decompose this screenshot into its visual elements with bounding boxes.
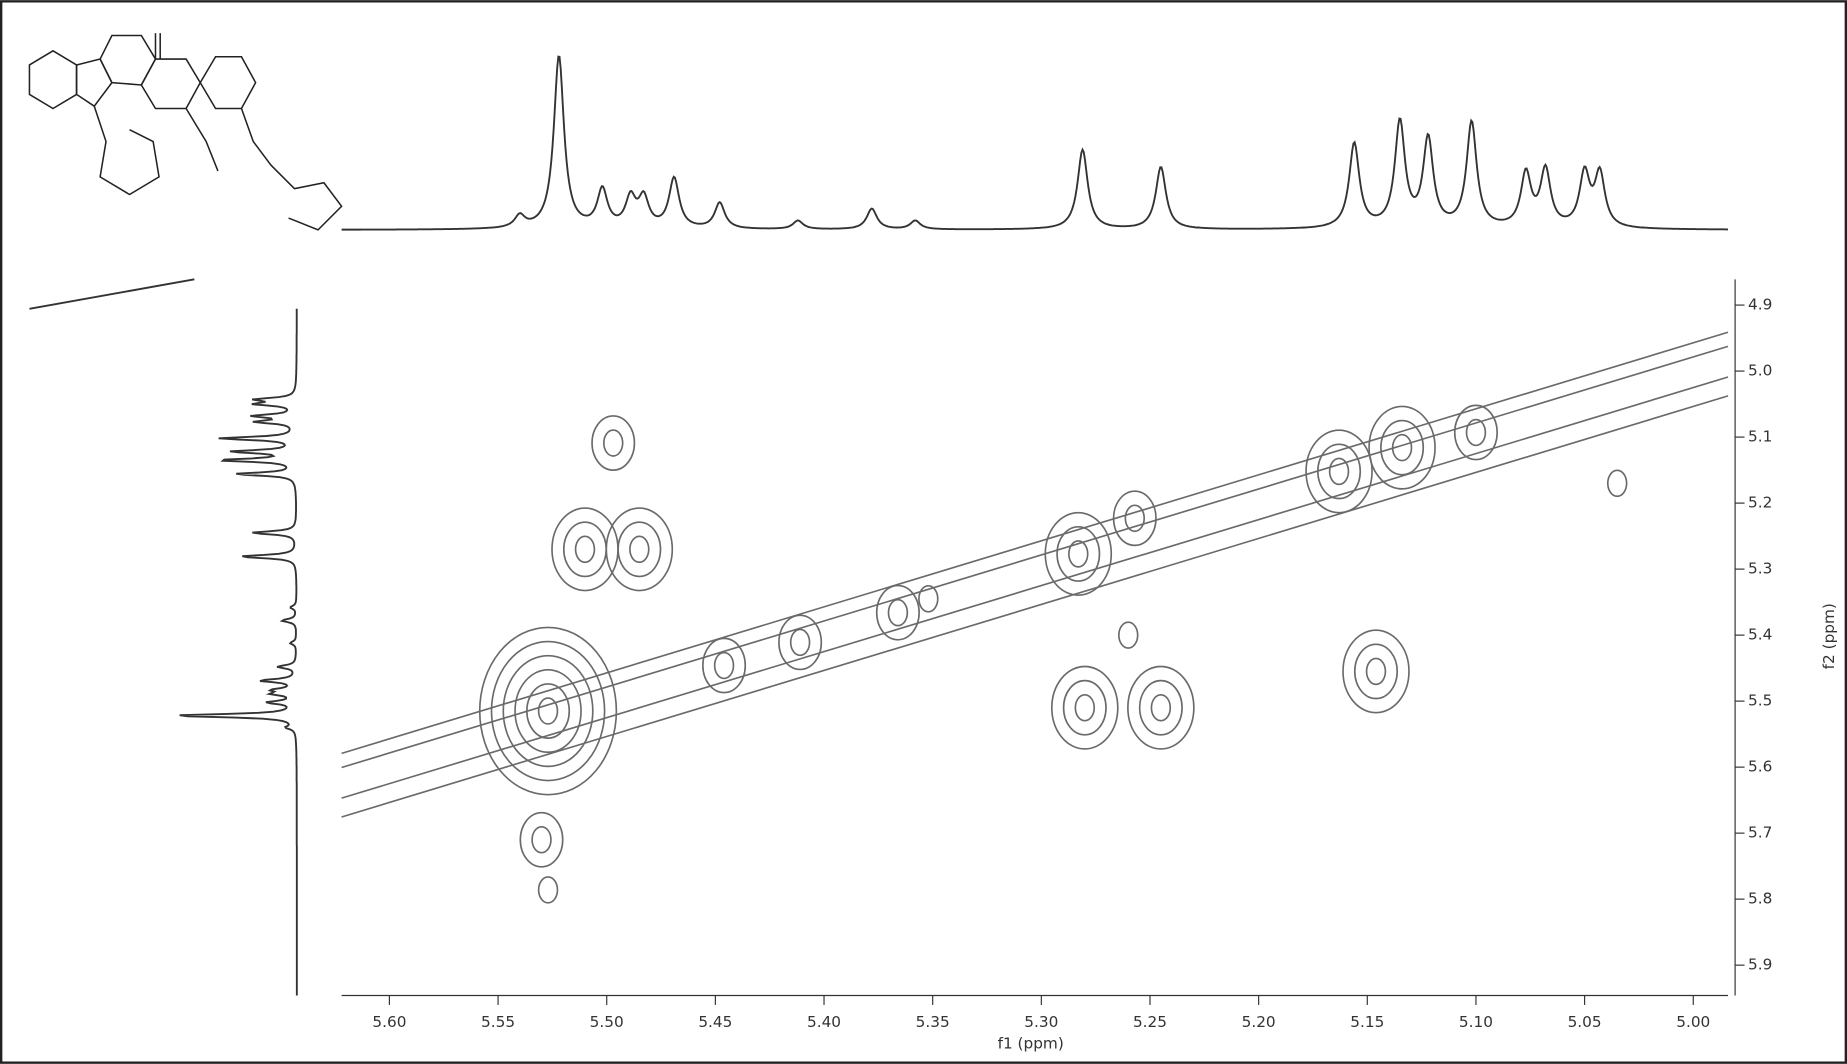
cross-peak-contour xyxy=(519,811,564,868)
projection-edge xyxy=(29,278,195,310)
cross-peak-contour xyxy=(918,585,939,613)
cross-peak-contour xyxy=(1068,540,1089,568)
y-tick-label: 5.7 xyxy=(1748,824,1772,842)
cross-peak-contour xyxy=(1150,693,1172,722)
cross-peak-contour xyxy=(1453,404,1498,461)
x-tick-label: 5.60 xyxy=(372,1013,406,1031)
cross-peak-contour xyxy=(478,626,618,796)
y-tick-label: 4.9 xyxy=(1748,296,1772,314)
cross-peak-contour xyxy=(537,876,559,904)
y-tick-label: 5.0 xyxy=(1748,362,1772,380)
cross-peak-contour xyxy=(617,521,662,578)
cross-peak-contour xyxy=(1056,526,1101,582)
cross-peak-contour xyxy=(1074,693,1096,722)
x-tick-label: 5.15 xyxy=(1350,1013,1384,1031)
cross-peak-contour xyxy=(1138,679,1183,736)
cross-peak-contour xyxy=(1062,679,1107,736)
cross-peak-contour xyxy=(1365,657,1387,686)
cross-peak-contour xyxy=(1317,443,1362,500)
cross-peak-contour xyxy=(1465,418,1487,447)
x-tick-label: 5.50 xyxy=(590,1013,624,1031)
y-tick-label: 5.5 xyxy=(1748,692,1772,710)
x-tick-label: 5.40 xyxy=(807,1013,841,1031)
top-projection xyxy=(341,55,1729,231)
x-tick-label: 5.25 xyxy=(1133,1013,1167,1031)
y-axis-label: f2 (ppm) xyxy=(1820,603,1838,669)
cross-peak-contour xyxy=(1328,457,1350,486)
cross-peak-contour xyxy=(531,825,552,854)
x-tick-label: 5.45 xyxy=(698,1013,732,1031)
cross-peak-contour xyxy=(1118,621,1139,649)
cross-peak-contour xyxy=(702,637,747,694)
diagonal-contour xyxy=(341,345,1729,769)
x-tick-label: 5.30 xyxy=(1024,1013,1058,1031)
cross-peak-contour xyxy=(514,668,582,754)
y-tick-label: 5.3 xyxy=(1748,560,1772,578)
cross-peak-contour xyxy=(1391,433,1413,462)
cross-peak-contour xyxy=(778,614,823,671)
cross-peak-contour xyxy=(602,429,624,457)
y-tick-label: 5.1 xyxy=(1748,428,1772,446)
cross-peak-contour xyxy=(1606,469,1628,498)
cross-peak-contour xyxy=(887,598,909,627)
cross-peak-contour xyxy=(875,584,920,641)
x-tick-label: 5.10 xyxy=(1459,1013,1493,1031)
cross-peak-contour xyxy=(713,651,735,680)
y-tick-label: 5.4 xyxy=(1748,626,1772,644)
cross-peak-contour xyxy=(1112,490,1157,547)
left-projection xyxy=(179,308,298,996)
x-tick-label: 5.55 xyxy=(481,1013,515,1031)
y-tick-label: 5.2 xyxy=(1748,494,1772,512)
cross-peak-contour xyxy=(605,507,674,592)
x-tick-label: 5.20 xyxy=(1242,1013,1276,1031)
cross-peak-contour xyxy=(1380,419,1425,476)
molecule-structure xyxy=(28,33,343,231)
cross-peak-contour xyxy=(1368,405,1436,490)
cross-peak-contour xyxy=(1353,643,1399,700)
cross-peak-contour xyxy=(1342,629,1410,714)
y-tick-label: 5.6 xyxy=(1748,758,1772,776)
cross-peak-contour xyxy=(591,415,636,471)
cross-peak-contour xyxy=(1050,665,1119,750)
cross-peak-contour xyxy=(629,535,650,564)
cross-peak-contour xyxy=(490,640,606,782)
x-tick-label: 5.00 xyxy=(1676,1013,1710,1031)
cross-peak-contour xyxy=(1124,504,1146,533)
cross-peak-contour xyxy=(1305,429,1373,514)
cross-peak-contour xyxy=(526,683,571,739)
x-tick-label: 5.05 xyxy=(1568,1013,1602,1031)
x-tick-label: 5.35 xyxy=(916,1013,950,1031)
cross-peak-contour xyxy=(1127,665,1195,750)
cross-peak-contour xyxy=(537,697,559,725)
cross-peak-contour xyxy=(1044,511,1113,596)
cross-peak-contour xyxy=(574,535,596,564)
diagonal-contour xyxy=(341,395,1729,818)
y-tick-label: 5.8 xyxy=(1748,890,1772,908)
cross-peak-contour xyxy=(502,654,594,768)
cross-peak-contour xyxy=(789,628,811,657)
y-tick-label: 5.9 xyxy=(1748,956,1772,974)
diagonal-contour xyxy=(341,376,1729,799)
x-axis-label: f1 (ppm) xyxy=(998,1034,1064,1052)
